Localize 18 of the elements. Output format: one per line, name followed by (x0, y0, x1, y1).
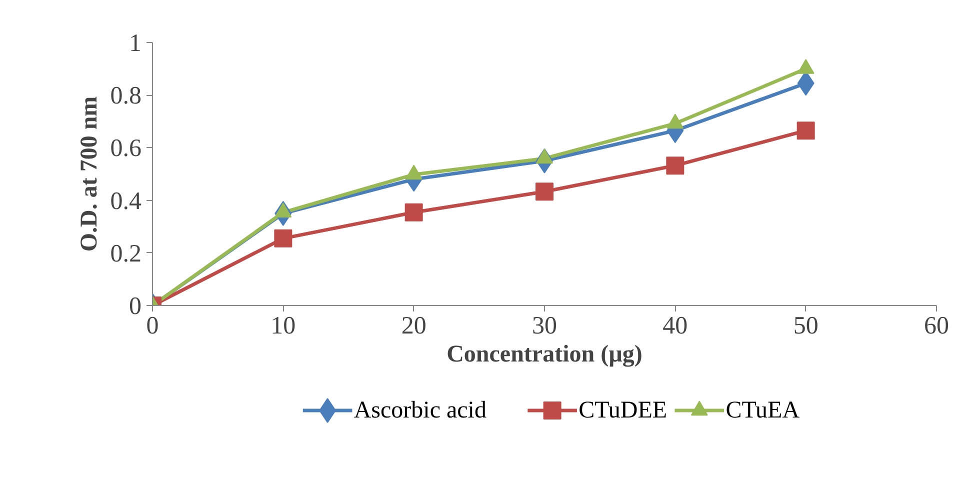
y-tick-label: 0.8 (110, 82, 142, 110)
y-tick-label: 0.2 (110, 240, 142, 268)
x-tick-label: 60 (924, 312, 949, 340)
y-tick-label: 0 (129, 293, 142, 320)
x-axis-title: Concentration (µg) (446, 342, 642, 368)
legend-label: CTuDEE (578, 398, 668, 424)
y-tick-label: 1 (129, 30, 142, 57)
legend-label: Ascorbic acid (354, 398, 486, 424)
x-tick-label: 20 (401, 312, 426, 340)
x-tick-label: 0 (146, 312, 159, 340)
y-tick-label: 0.6 (110, 135, 142, 162)
x-tick-label: 50 (793, 312, 818, 340)
y-axis-title: O.D. at 700 nm (76, 96, 102, 252)
y-tick-label: 0.4 (110, 188, 142, 215)
legend-label: CTuEA (726, 398, 800, 424)
x-tick-label: 10 (270, 312, 296, 340)
x-tick-label: 30 (532, 312, 557, 340)
x-tick-label: 40 (662, 312, 688, 340)
